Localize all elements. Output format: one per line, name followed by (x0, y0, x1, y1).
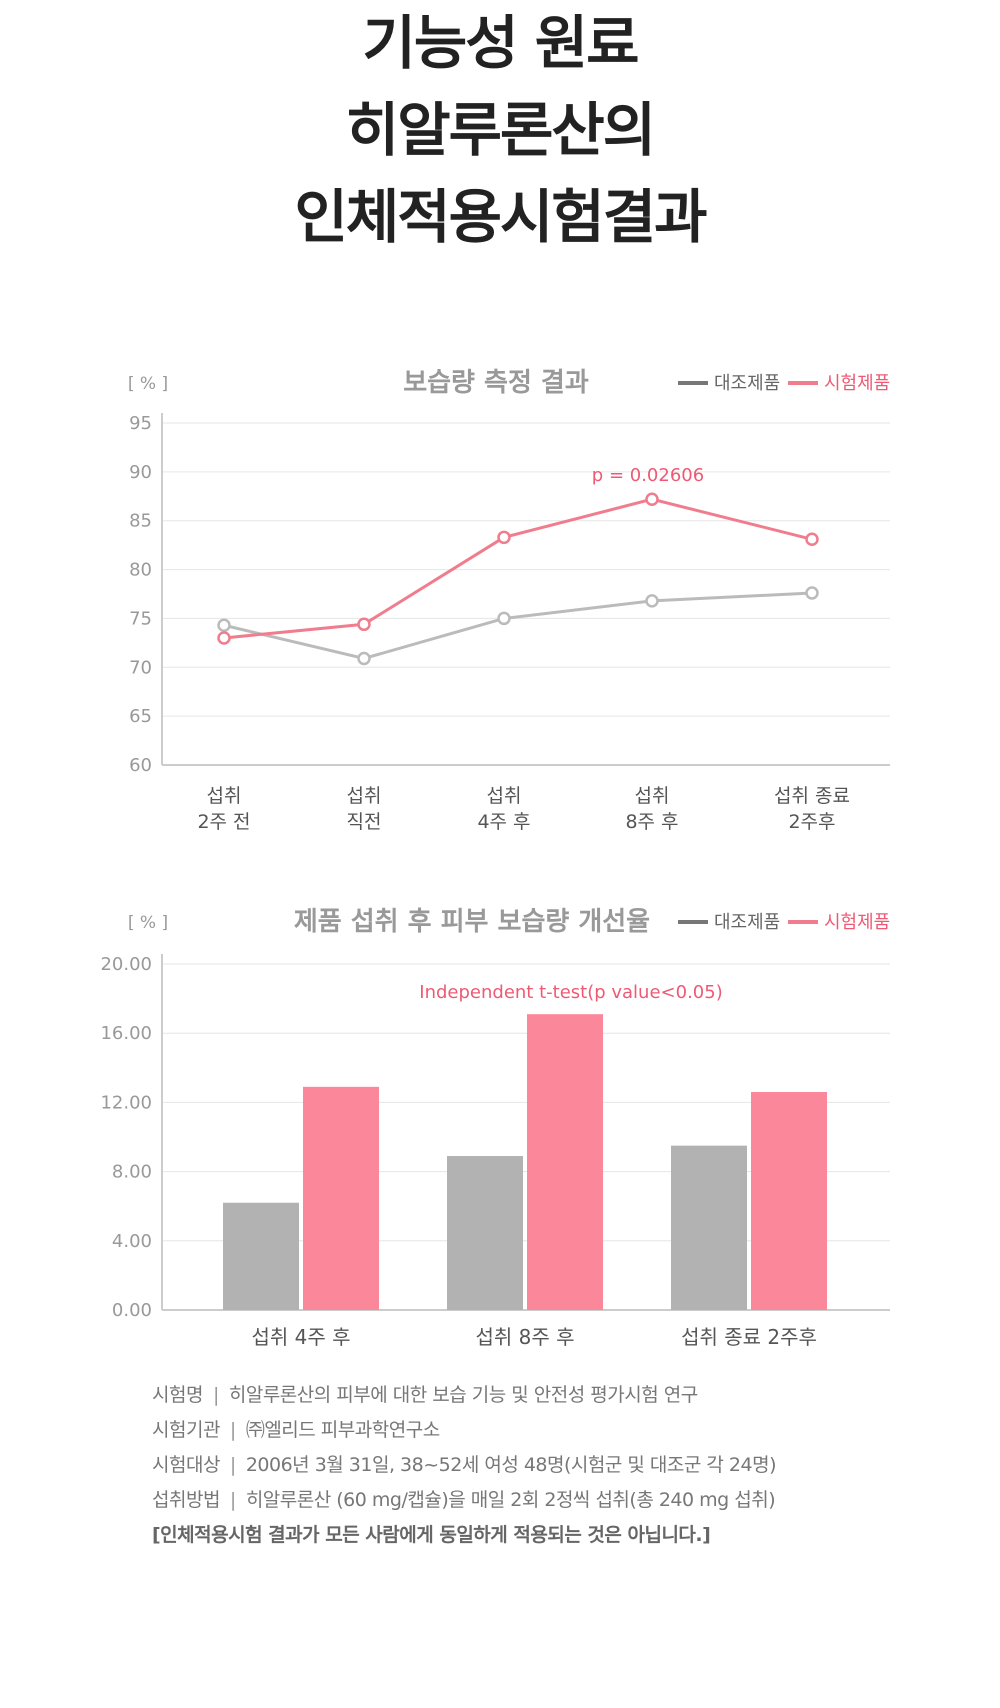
unit-label: [ % ] (128, 913, 168, 933)
study-info-row: 시험기관 | ㈜엘리드 피부과학연구소 (152, 1413, 952, 1448)
title-line-1: 기능성 원료 (362, 9, 640, 77)
control-data-point (645, 594, 659, 608)
y-tick-label: 16.00 (100, 1023, 152, 1044)
y-tick-label: 80 (129, 560, 152, 581)
x-tick-label: 2주 전 (197, 811, 250, 833)
x-tick-label: 섭취 종료 (774, 785, 850, 807)
study-info-value: 히알루론산 (60 mg/캡슐)을 매일 2회 2정씩 섭취(총 240 mg … (245, 1489, 776, 1511)
x-tick-label: 섭취 4주 후 (251, 1325, 350, 1349)
legend-label-control: 대조제품 (714, 373, 780, 394)
control-bar (671, 1145, 747, 1310)
x-tick-label: 섭취 (635, 785, 670, 807)
study-info-row: 섭취방법 | 히알루론산 (60 mg/캡슐)을 매일 2회 2정씩 섭취(총 24… (152, 1483, 952, 1518)
y-tick-label: 70 (129, 657, 152, 678)
y-tick-label: 8.00 (112, 1162, 152, 1183)
chart-title: 제품 섭취 후 피부 보습량 개선율 (294, 907, 650, 937)
y-tick-label: 90 (129, 462, 152, 483)
control-series-line (223, 591, 813, 661)
y-tick-label: 85 (129, 511, 152, 532)
study-info-label: 시험대상 (152, 1454, 220, 1476)
x-tick-label: 섭취 종료 2주후 (681, 1325, 817, 1349)
moisture-line-chart: [ % ] 보습량 측정 결과 대조제품 시험제품 60 65 70 75 80 85 90 95 섭취… (0, 350, 1000, 840)
test-bar (303, 1086, 379, 1310)
y-tick-label: 12.00 (100, 1092, 152, 1113)
control-bar (223, 1202, 299, 1310)
y-tick-label: 65 (129, 706, 152, 727)
disclaimer: [인체적용시험 결과가 모든 사람에게 동일하게 적용되는 것은 아닙니다.] (152, 1524, 711, 1546)
y-tick-label: 4.00 (112, 1231, 152, 1252)
x-tick-label: 섭취 (487, 785, 522, 807)
moisture-line-chart-svg: [ % ] 보습량 측정 결과 대조제품 시험제품 60 65 70 75 80 85 90 95 섭취… (128, 368, 890, 833)
y-tick-label: 60 (129, 755, 152, 776)
separator: | (212, 1384, 219, 1406)
legend-label-control: 대조제품 (714, 912, 780, 933)
significance-annotation: Independent t-test(p value<0.05) (419, 982, 722, 1003)
y-tick-label: 95 (129, 413, 152, 434)
test-bar (527, 1014, 603, 1310)
separator: | (229, 1419, 236, 1441)
page-title: 기능성 원료 히알루론산의 인체적용시험결과 (0, 0, 1000, 261)
study-info-label: 섭취방법 (152, 1489, 220, 1511)
separator: | (229, 1454, 236, 1476)
study-info-row: 시험대상 | 2006년 3월 31일, 38~52세 여성 48명(시험군 및 대… (152, 1448, 952, 1483)
legend-label-test: 시험제품 (824, 373, 890, 394)
unit-label: [ % ] (128, 374, 168, 394)
separator: | (229, 1489, 236, 1511)
control-data-point (217, 618, 231, 633)
test-data-point (357, 617, 371, 632)
title-line-3: 인체적용시험결과 (294, 183, 708, 251)
test-bar (751, 1092, 827, 1310)
legend-label-test: 시험제품 (824, 912, 890, 933)
control-data-point (805, 586, 819, 600)
x-tick-label: 4주 후 (477, 811, 530, 833)
study-info-value: 히알루론산의 피부에 대한 보습 기능 및 안전성 평가시험 연구 (228, 1384, 698, 1406)
x-tick-label: 2주후 (788, 811, 835, 833)
study-info-value: ㈜엘리드 피부과학연구소 (245, 1419, 440, 1441)
improvement-bar-chart: [ % ] 제품 섭취 후 피부 보습량 개선율 대조제품 시험제품 0.00 4.00 8… (0, 880, 1000, 1360)
y-tick-label: 20.00 (100, 954, 152, 975)
y-tick-label: 0.00 (112, 1300, 152, 1321)
study-info-value: 2006년 3월 31일, 38~52세 여성 48명(시험군 및 대조군 각 … (245, 1454, 777, 1476)
test-data-point (497, 530, 511, 545)
study-info-label: 시험기관 (152, 1419, 220, 1441)
x-tick-label: 섭취 8주 후 (475, 1325, 574, 1349)
p-value-annotation: p = 0.02606 (592, 465, 704, 486)
control-bar (447, 1156, 523, 1310)
x-tick-label: 섭취 (347, 785, 382, 807)
x-tick-label: 섭취 (207, 785, 242, 807)
control-data-point (357, 651, 371, 666)
improvement-bar-chart-svg: [ % ] 제품 섭취 후 피부 보습량 개선율 대조제품 시험제품 0.00 4.00 8… (100, 907, 890, 1349)
test-data-point (217, 631, 231, 645)
study-info-row: 시험명 | 히알루론산의 피부에 대한 보습 기능 및 안전성 평가시험 연구 (152, 1378, 952, 1413)
test-data-point (805, 532, 819, 547)
chart-title: 보습량 측정 결과 (403, 368, 589, 398)
y-tick-label: 75 (129, 608, 152, 629)
x-tick-label: 직전 (347, 811, 382, 833)
x-tick-label: 8주 후 (625, 811, 678, 833)
title-line-2: 히알루론산의 (345, 96, 656, 164)
control-data-point (497, 611, 511, 626)
study-info: 시험명 | 히알루론산의 피부에 대한 보습 기능 및 안전성 평가시험 연구 시험… (152, 1378, 952, 1553)
study-info-label: 시험명 (152, 1384, 203, 1406)
test-data-point (645, 492, 659, 506)
